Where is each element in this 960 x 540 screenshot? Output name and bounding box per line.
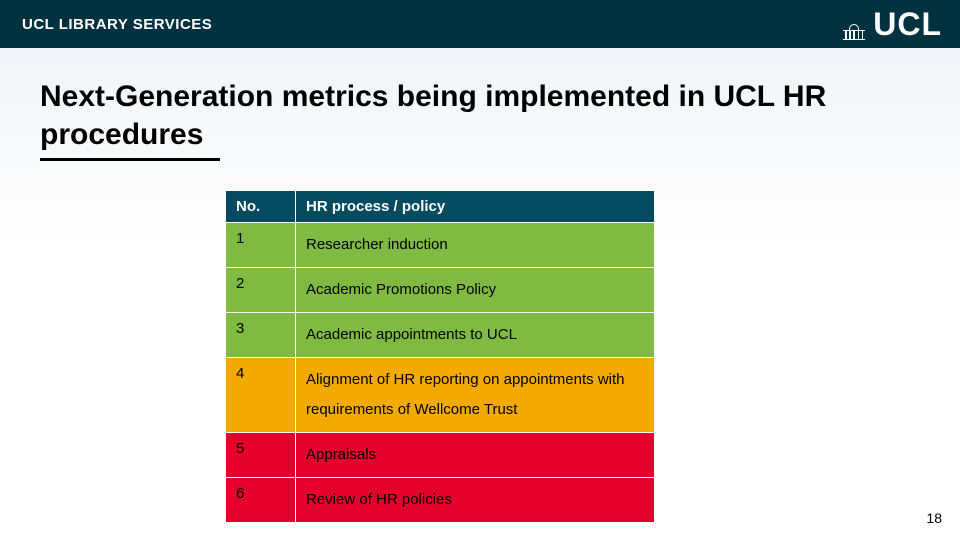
table-header-no: No. xyxy=(226,191,296,223)
table-cell-no: 6 xyxy=(226,478,296,523)
table-cell-policy: Academic appointments to UCL xyxy=(296,313,655,358)
table-cell-no: 4 xyxy=(226,358,296,433)
header-bar: UCL LIBRARY SERVICES UCL xyxy=(0,0,960,48)
page-number: 18 xyxy=(926,510,942,526)
table-row: 2Academic Promotions Policy xyxy=(226,268,655,313)
table-cell-no: 5 xyxy=(226,433,296,478)
slide-title: Next-Generation metrics being implemente… xyxy=(40,78,900,153)
table-cell-no: 3 xyxy=(226,313,296,358)
table-cell-policy: Academic Promotions Policy xyxy=(296,268,655,313)
table-cell-no: 1 xyxy=(226,223,296,268)
header-service-label: UCL LIBRARY SERVICES xyxy=(22,16,212,33)
table-cell-policy: Researcher induction xyxy=(296,223,655,268)
slide: UCL LIBRARY SERVICES UCL Next-Generation… xyxy=(0,0,960,540)
table-cell-no: 2 xyxy=(226,268,296,313)
hr-metrics-table: No.HR process / policy1Researcher induct… xyxy=(225,190,655,523)
table-row: 3Academic appointments to UCL xyxy=(226,313,655,358)
table-header-policy: HR process / policy xyxy=(296,191,655,223)
table-row: 1Researcher induction xyxy=(226,223,655,268)
title-underline xyxy=(40,158,220,161)
table-row: 4Alignment of HR reporting on appointmen… xyxy=(226,358,655,433)
table-cell-policy: Appraisals xyxy=(296,433,655,478)
ucl-logo: UCL xyxy=(843,8,942,40)
table-cell-policy: Alignment of HR reporting on appointment… xyxy=(296,358,655,433)
table-row: 6Review of HR policies xyxy=(226,478,655,523)
portico-icon xyxy=(843,24,865,40)
table-row: 5Appraisals xyxy=(226,433,655,478)
table-cell-policy: Review of HR policies xyxy=(296,478,655,523)
ucl-logo-text: UCL xyxy=(873,8,942,40)
